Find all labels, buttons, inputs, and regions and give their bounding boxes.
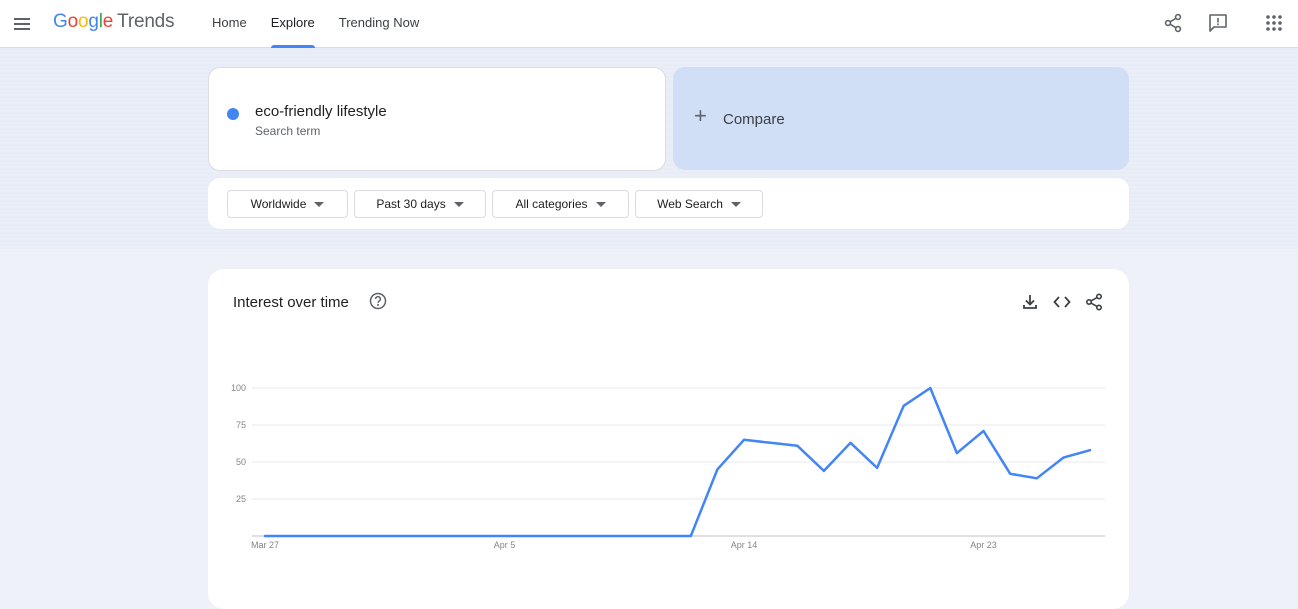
data-point[interactable]	[286, 530, 298, 542]
data-point[interactable]	[499, 530, 511, 542]
search-term-card[interactable]: eco-friendly lifestyle Search term	[208, 67, 666, 171]
caret-down-icon	[730, 201, 741, 207]
search-term-subtitle: Search term	[255, 124, 321, 138]
menu-icon[interactable]	[12, 14, 32, 34]
data-point[interactable]	[419, 530, 431, 542]
main-nav: Home Explore Trending Now	[200, 0, 431, 48]
x-tick-label: Apr 14	[731, 540, 758, 550]
data-point[interactable]	[339, 530, 351, 542]
interest-over-time-card: 100 75 50 25 Mar 27 Apr 5 Apr 14 Apr 23 Intere…	[208, 269, 1129, 609]
data-point[interactable]	[951, 447, 963, 459]
embed-icon[interactable]	[1053, 293, 1071, 311]
caret-down-icon	[314, 201, 325, 207]
share-icon[interactable]	[1085, 293, 1103, 311]
data-point[interactable]	[312, 530, 324, 542]
x-tick-label: Mar 27	[251, 540, 279, 550]
y-tick-label: 100	[231, 383, 246, 393]
data-point[interactable]	[818, 465, 830, 477]
data-point[interactable]	[791, 440, 803, 452]
data-point[interactable]	[844, 437, 856, 449]
filter-category-label: All categories	[515, 197, 588, 211]
data-point[interactable]	[472, 530, 484, 542]
data-point[interactable]	[445, 530, 457, 542]
y-tick-label: 50	[236, 457, 246, 467]
caret-down-icon	[595, 201, 606, 207]
caret-down-icon	[453, 201, 464, 207]
data-point[interactable]	[978, 425, 990, 437]
data-point[interactable]	[685, 530, 697, 542]
data-point[interactable]	[898, 400, 910, 412]
compare-label: Compare	[723, 111, 785, 128]
filter-search-type-label: Web Search	[657, 197, 723, 211]
data-point[interactable]	[632, 530, 644, 542]
chart-title: Interest over time	[233, 294, 349, 311]
data-point[interactable]	[871, 462, 883, 474]
filter-region[interactable]: Worldwide	[227, 190, 348, 218]
data-point[interactable]	[924, 382, 936, 394]
interest-line-chart: 100 75 50 25 Mar 27 Apr 5 Apr 14 Apr 23	[231, 382, 1105, 550]
x-tick-label: Apr 23	[970, 540, 997, 550]
data-point[interactable]	[552, 530, 564, 542]
nav-home[interactable]: Home	[212, 15, 247, 30]
filter-time-label: Past 30 days	[376, 197, 446, 211]
help-icon[interactable]	[369, 292, 387, 310]
nav-explore[interactable]: Explore	[259, 0, 327, 48]
filter-search-type[interactable]: Web Search	[635, 190, 763, 218]
filter-time-range[interactable]: Past 30 days	[354, 190, 486, 218]
data-point[interactable]	[658, 530, 670, 542]
download-icon[interactable]	[1021, 293, 1039, 311]
data-point[interactable]	[392, 530, 404, 542]
data-point[interactable]	[1031, 472, 1043, 484]
filter-bar: Worldwide Past 30 days All categories We…	[208, 178, 1129, 229]
data-point[interactable]	[365, 530, 377, 542]
nav-trending-now[interactable]: Trending Now	[338, 15, 420, 30]
plus-icon: +	[694, 103, 707, 128]
data-point[interactable]	[1084, 444, 1096, 456]
series-line	[263, 386, 1092, 538]
data-point[interactable]	[1057, 452, 1069, 464]
top-header: Google Trends Home Explore Trending Now	[0, 0, 1298, 48]
data-point[interactable]	[259, 530, 271, 542]
data-point[interactable]	[711, 463, 723, 475]
data-point[interactable]	[525, 530, 537, 542]
data-point[interactable]	[1004, 468, 1016, 480]
compare-button[interactable]: + Compare	[673, 67, 1129, 170]
filter-category[interactable]: All categories	[492, 190, 629, 218]
data-point[interactable]	[738, 434, 750, 446]
data-point[interactable]	[605, 530, 617, 542]
term-color-dot	[227, 108, 239, 120]
share-icon[interactable]	[1162, 12, 1184, 34]
x-tick-label: Apr 5	[494, 540, 516, 550]
y-tick-label: 75	[236, 420, 246, 430]
filter-region-label: Worldwide	[250, 197, 307, 211]
y-tick-label: 25	[236, 494, 246, 504]
data-point[interactable]	[765, 437, 777, 449]
data-point[interactable]	[578, 530, 590, 542]
google-trends-logo[interactable]: Google Trends	[53, 11, 175, 32]
apps-icon[interactable]	[1263, 12, 1285, 34]
feedback-icon[interactable]	[1207, 12, 1229, 34]
search-term[interactable]: eco-friendly lifestyle	[255, 103, 387, 120]
